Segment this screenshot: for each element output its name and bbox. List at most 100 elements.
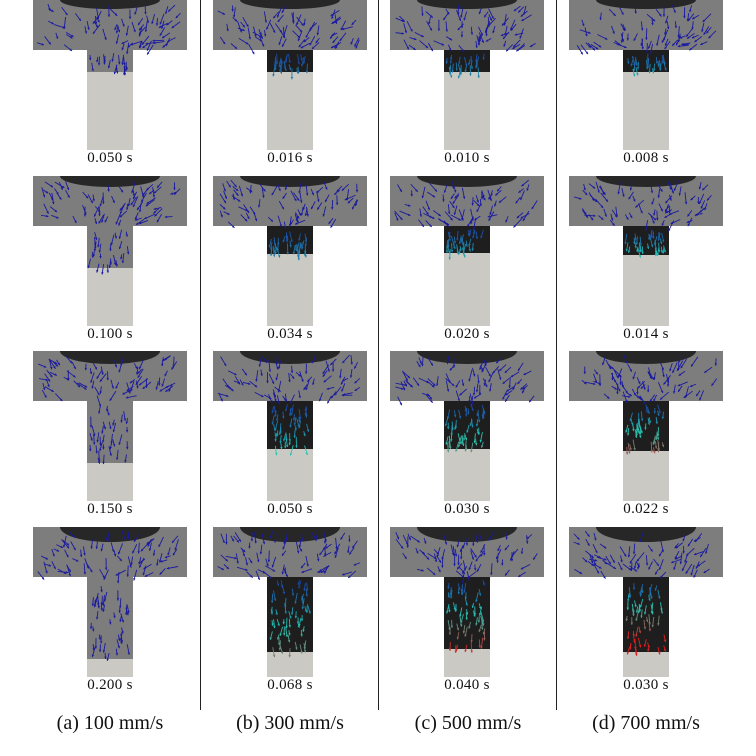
flow-vector bbox=[415, 547, 419, 554]
flow-vector bbox=[629, 444, 632, 451]
flow-vector bbox=[279, 435, 282, 444]
flow-vector bbox=[593, 532, 597, 541]
flow-vector bbox=[609, 219, 615, 227]
flow-vector bbox=[97, 450, 101, 462]
flow-vector bbox=[305, 412, 308, 418]
flow-vector bbox=[482, 617, 485, 626]
flow-vector bbox=[319, 549, 324, 556]
flow-vector bbox=[237, 27, 245, 32]
flow-vector bbox=[104, 558, 108, 570]
flow-vector bbox=[410, 190, 413, 197]
flow-vector bbox=[576, 45, 584, 55]
flow-vector bbox=[279, 59, 283, 70]
flow-vector bbox=[348, 535, 351, 542]
flow-vector bbox=[453, 236, 457, 244]
flow-vector bbox=[227, 221, 235, 229]
flow-vector bbox=[624, 233, 628, 245]
flow-vector bbox=[172, 356, 175, 368]
flow-vector bbox=[99, 442, 103, 452]
flow-vector bbox=[115, 25, 119, 34]
flow-vector bbox=[694, 208, 705, 217]
flow-vector bbox=[334, 14, 338, 25]
flow-vector bbox=[706, 194, 712, 201]
flow-vector bbox=[682, 545, 685, 554]
flow-vector bbox=[622, 563, 632, 571]
flow-vector bbox=[73, 380, 81, 388]
flow-vector bbox=[162, 41, 169, 48]
mold-top-shadow bbox=[596, 176, 696, 187]
flow-vector bbox=[657, 382, 664, 394]
flow-vector bbox=[665, 203, 669, 214]
flow-vector bbox=[296, 67, 299, 74]
flow-vector bbox=[270, 593, 274, 604]
flow-vector bbox=[617, 562, 623, 571]
flow-vector bbox=[452, 358, 456, 368]
flow-vector bbox=[39, 378, 49, 381]
flow-vector bbox=[602, 356, 606, 366]
flow-vector bbox=[481, 194, 486, 201]
flow-vector bbox=[219, 36, 226, 45]
flow-vector bbox=[316, 186, 324, 194]
flow-vector bbox=[139, 558, 146, 564]
flow-vector bbox=[138, 378, 149, 386]
flow-vector bbox=[322, 364, 330, 375]
flow-vector bbox=[404, 203, 411, 207]
flow-vector bbox=[263, 11, 268, 23]
flow-vector bbox=[473, 433, 476, 444]
flow-vector bbox=[146, 15, 150, 23]
flow-vector bbox=[278, 36, 283, 46]
flow-vector bbox=[102, 595, 105, 606]
flow-vector bbox=[520, 547, 524, 555]
time-label: 0.014 s bbox=[623, 326, 669, 342]
flow-vector bbox=[297, 416, 301, 423]
flow-vector bbox=[658, 549, 664, 557]
flow-vector bbox=[114, 360, 118, 368]
flow-vector bbox=[339, 32, 347, 42]
flow-vector bbox=[657, 589, 661, 599]
flow-vector bbox=[644, 220, 649, 232]
flow-vector bbox=[173, 182, 176, 190]
flow-vector bbox=[164, 355, 171, 361]
flow-vector bbox=[427, 214, 435, 220]
flow-vector bbox=[583, 366, 587, 374]
flow-vector bbox=[125, 395, 137, 399]
flow-vector bbox=[595, 181, 600, 193]
flow-vector bbox=[682, 534, 686, 542]
flow-vector bbox=[475, 617, 478, 626]
flow-vector bbox=[645, 28, 648, 40]
flow-vector bbox=[285, 436, 289, 448]
flow-vector bbox=[397, 184, 403, 193]
flow-vector bbox=[82, 191, 89, 199]
flow-vector bbox=[632, 68, 636, 77]
flow-vector bbox=[270, 608, 274, 615]
flow-vector bbox=[230, 43, 238, 50]
flow-vector bbox=[286, 243, 289, 255]
flow-vector bbox=[502, 390, 508, 400]
flow-vector bbox=[305, 380, 310, 391]
flow-vector bbox=[654, 568, 659, 575]
flow-vector bbox=[582, 189, 588, 196]
flow-vector bbox=[311, 532, 316, 539]
flow-vector bbox=[663, 634, 667, 643]
flow-vector bbox=[292, 414, 296, 421]
flow-vector bbox=[693, 551, 704, 556]
flow-vector bbox=[351, 199, 358, 210]
flow-vector bbox=[37, 571, 45, 580]
flow-vector bbox=[134, 217, 142, 221]
flow-vector bbox=[630, 617, 634, 625]
flow-vector bbox=[220, 533, 225, 544]
flow-vector bbox=[278, 360, 282, 369]
flow-vector bbox=[101, 213, 105, 223]
flow-vector bbox=[451, 421, 454, 431]
flow-vector bbox=[636, 61, 640, 70]
flow-vector bbox=[268, 373, 275, 385]
flow-vector bbox=[476, 204, 481, 213]
flow-vector bbox=[301, 240, 305, 250]
flow-vector bbox=[284, 597, 287, 608]
flow-vector bbox=[456, 537, 461, 548]
flow-vector bbox=[273, 243, 277, 253]
flow-vector bbox=[273, 56, 277, 68]
flow-vector bbox=[87, 194, 94, 204]
flow-vector bbox=[89, 416, 93, 428]
flow-vector bbox=[653, 408, 657, 414]
